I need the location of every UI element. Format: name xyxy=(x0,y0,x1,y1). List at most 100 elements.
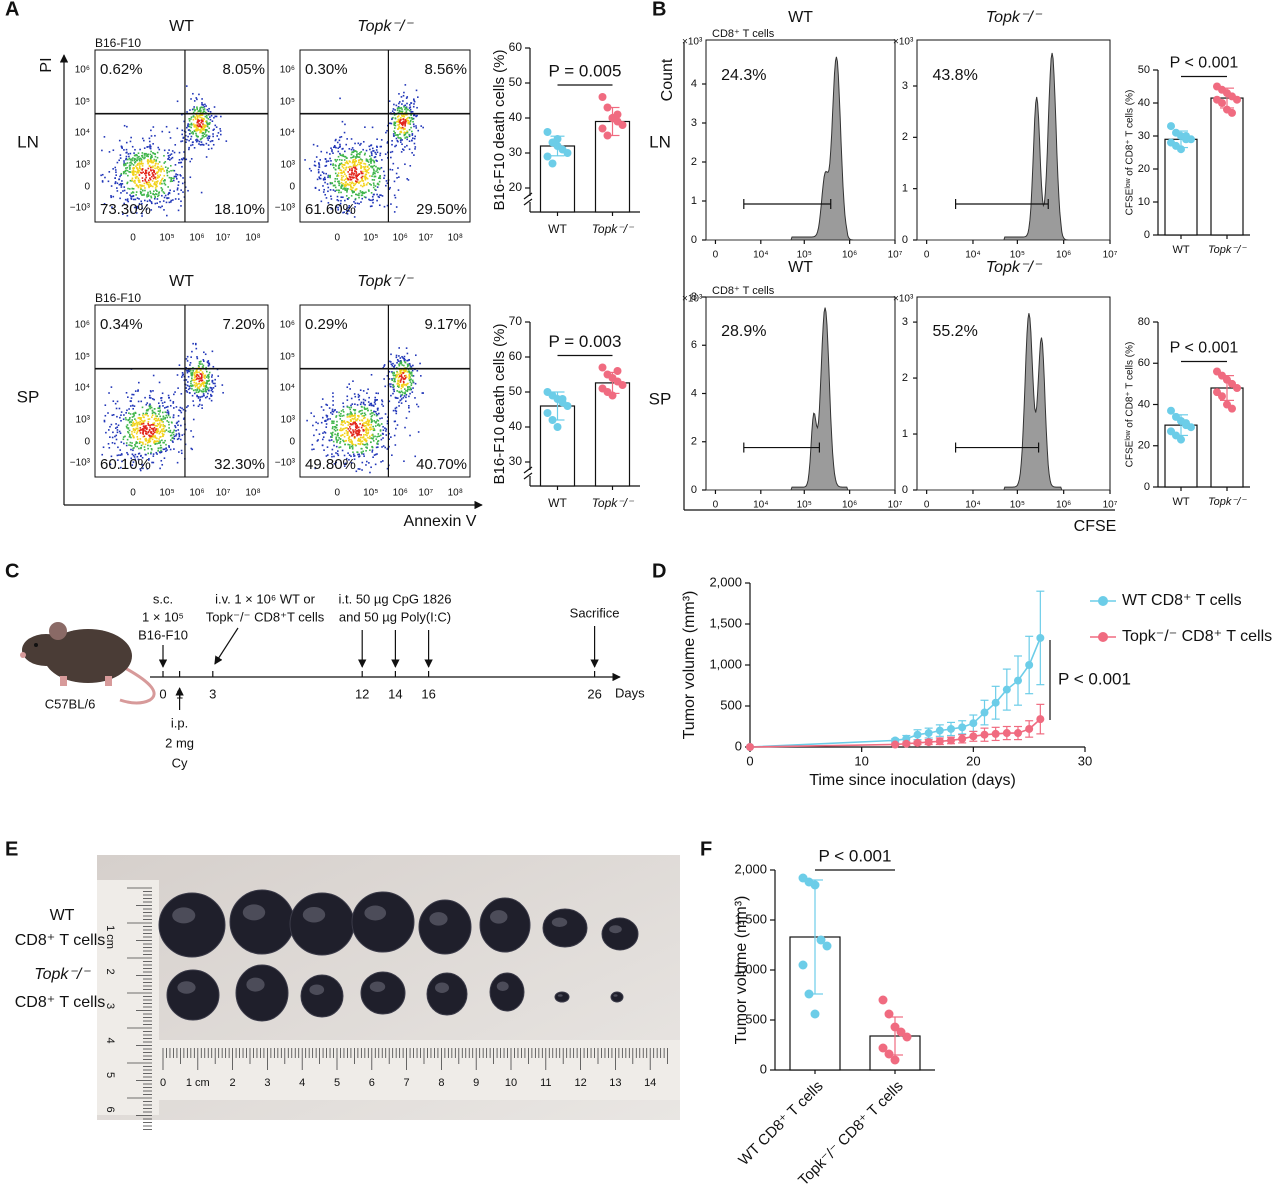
event-dot xyxy=(132,435,135,438)
event-dot xyxy=(368,190,370,192)
x-tick-label: WT xyxy=(1172,496,1189,508)
event-dot xyxy=(349,181,351,184)
event-dot xyxy=(405,417,408,419)
event-dot xyxy=(196,117,199,120)
tumor-highlight xyxy=(177,981,196,994)
event-dot xyxy=(334,184,336,187)
event-dot xyxy=(338,189,341,192)
tumor-highlight xyxy=(496,981,509,992)
y-tick-label: 0 xyxy=(289,182,295,193)
event-dot xyxy=(372,168,375,171)
event-dot xyxy=(191,388,193,390)
event-dot xyxy=(350,182,353,185)
event-dot xyxy=(339,143,341,146)
tumor-highlight xyxy=(490,910,508,924)
tumor xyxy=(479,897,531,953)
event-dot xyxy=(130,197,132,200)
event-dot xyxy=(153,190,155,193)
event-dot xyxy=(322,432,324,434)
event-dot xyxy=(180,158,183,160)
event-dot xyxy=(408,377,410,380)
y-tick-label: 10 xyxy=(1138,196,1150,208)
ruler-label: 5 xyxy=(334,1077,340,1089)
event-dot xyxy=(354,443,356,446)
event-dot xyxy=(125,425,128,428)
event-dot xyxy=(345,189,348,191)
event-dot xyxy=(339,418,342,420)
event-dot xyxy=(182,408,185,411)
event-dot xyxy=(404,132,407,134)
event-dot xyxy=(406,363,409,366)
event-dot xyxy=(350,440,353,442)
event-dot xyxy=(197,135,199,138)
event-dot xyxy=(373,160,375,163)
event-dot xyxy=(129,441,132,444)
event-dot xyxy=(168,201,171,204)
event-dot xyxy=(348,210,350,212)
event-dot xyxy=(419,362,421,365)
event-dot xyxy=(192,115,195,118)
event-dot xyxy=(212,382,215,385)
x-tick-label: 10⁴ xyxy=(753,500,768,511)
event-dot xyxy=(116,426,119,429)
event-dot xyxy=(192,118,195,121)
event-dot xyxy=(376,435,378,438)
event-dot xyxy=(326,446,329,448)
column-header: Topk⁻/⁻ xyxy=(357,273,414,290)
event-dot xyxy=(347,162,349,165)
event-dot xyxy=(382,425,384,428)
event-dot xyxy=(159,419,162,422)
event-dot xyxy=(174,198,177,200)
event-dot xyxy=(156,176,159,179)
event-dot xyxy=(141,169,143,171)
event-dot xyxy=(343,435,346,438)
x-tick-label: Topk⁻/⁻ xyxy=(1208,244,1247,256)
event-dot xyxy=(365,429,367,432)
event-dot xyxy=(404,383,407,386)
tumor xyxy=(351,891,415,953)
event-dot xyxy=(138,164,141,166)
event-dot xyxy=(346,157,348,159)
event-dot xyxy=(198,375,200,378)
event-dot xyxy=(371,205,373,207)
event-dot xyxy=(414,397,416,399)
event-dot xyxy=(147,191,149,194)
x-tick-label: Topk⁻/⁻ xyxy=(592,222,635,236)
event-dot xyxy=(332,395,334,398)
event-dot xyxy=(120,441,123,443)
event-dot xyxy=(207,130,210,133)
event-dot xyxy=(196,373,198,376)
event-dot xyxy=(164,194,167,197)
event-dot xyxy=(411,133,414,135)
event-dot xyxy=(161,194,163,197)
event-dot xyxy=(178,159,181,161)
event-dot xyxy=(408,376,411,379)
y-tick-label: 60 xyxy=(509,349,523,363)
event-dot xyxy=(341,179,343,181)
event-dot xyxy=(393,388,395,391)
event-dot xyxy=(178,409,180,411)
event-dot xyxy=(351,189,353,192)
event-dot xyxy=(144,156,146,159)
event-dot xyxy=(351,156,354,159)
event-dot xyxy=(344,462,347,465)
event-dot xyxy=(340,187,342,190)
event-dot xyxy=(357,468,360,470)
row-label: LN xyxy=(649,132,671,151)
event-dot xyxy=(346,183,349,185)
event-dot xyxy=(411,139,413,142)
event-dot xyxy=(404,127,406,130)
event-dot xyxy=(335,461,338,464)
event-dot xyxy=(342,188,344,190)
event-dot xyxy=(151,461,153,464)
event-dot xyxy=(348,446,351,448)
event-dot xyxy=(376,409,379,411)
event-dot xyxy=(206,370,208,373)
event-dot xyxy=(422,126,424,129)
event-dot xyxy=(353,174,355,176)
event-dot xyxy=(148,437,151,440)
event-dot xyxy=(195,125,198,128)
event-dot xyxy=(102,446,105,449)
y-tick-label: 2 xyxy=(691,156,697,168)
event-dot xyxy=(199,389,201,392)
